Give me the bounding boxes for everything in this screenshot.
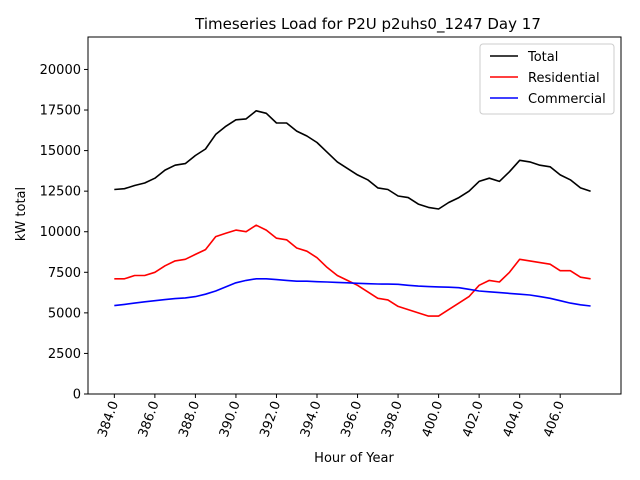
y-axis-label: kW total bbox=[14, 187, 29, 241]
y-tick-label: 2500 bbox=[48, 347, 81, 362]
plot-frame bbox=[87, 36, 622, 395]
chart-title: Timeseries Load for P2U p2uhs0_1247 Day … bbox=[194, 15, 541, 34]
legend-residential-label: Residential bbox=[528, 71, 600, 86]
y-tick-label: 10000 bbox=[40, 225, 81, 240]
legend-total-label: Total bbox=[527, 50, 558, 65]
series-layer bbox=[114, 110, 591, 317]
y-tick-label: 20000 bbox=[40, 63, 81, 78]
legend-commercial-label: Commercial bbox=[528, 92, 606, 107]
y-tick-label: 0 bbox=[73, 388, 81, 403]
y-tick-label: 5000 bbox=[48, 306, 81, 321]
series-line-commercial bbox=[114, 277, 591, 307]
legend: Total Residential Commercial bbox=[479, 43, 615, 115]
y-tick-label: 17500 bbox=[40, 104, 81, 119]
legend-box bbox=[479, 43, 615, 115]
x-axis-label: Hour of Year bbox=[314, 451, 394, 466]
y-tick-label: 15000 bbox=[40, 144, 81, 159]
y-tick-label: 12500 bbox=[40, 185, 81, 200]
series-line-total bbox=[114, 110, 591, 210]
y-tick-label: 7500 bbox=[48, 266, 81, 281]
